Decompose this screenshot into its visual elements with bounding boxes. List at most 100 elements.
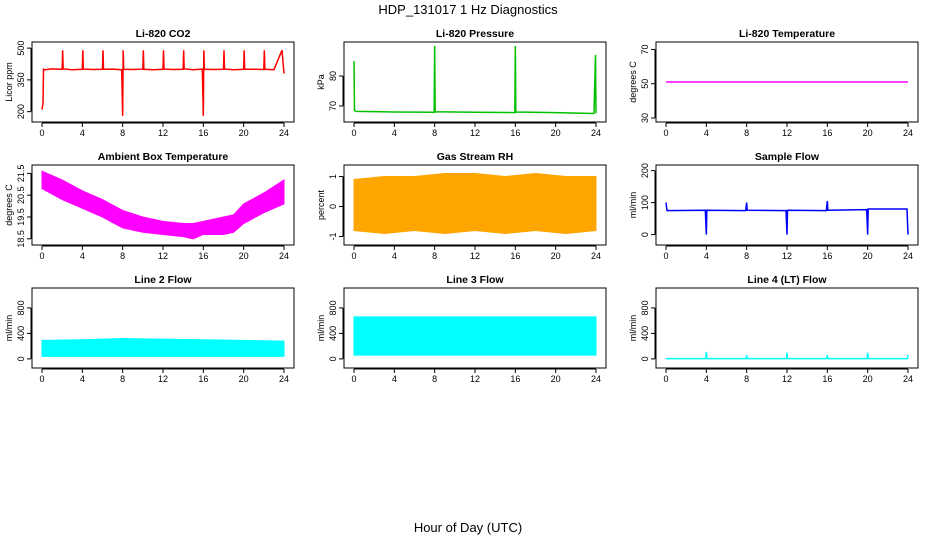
- x-tick-label: 20: [239, 128, 249, 138]
- x-tick-label: 12: [782, 251, 792, 261]
- y-tick-label: 100: [640, 195, 650, 210]
- panel-li-820-co2-y-axis: 200 350 500: [16, 41, 32, 119]
- x-tick-label: 8: [432, 374, 437, 384]
- y-tick-label: 400: [328, 326, 338, 341]
- panel-line-3-flow-frame: [343, 287, 607, 369]
- y-tick-label: 0: [328, 204, 338, 209]
- x-tick-label: 20: [239, 251, 249, 261]
- panel-ambient-box-temperature-title: Ambient Box Temperature: [98, 151, 229, 163]
- panel-line-4-lt-flow-ylabel: ml/min: [628, 315, 638, 342]
- panel-line-2-flow-frame: [31, 287, 295, 369]
- y-tick-label: 0: [640, 232, 650, 237]
- panel-sample-flow-frame: [655, 164, 919, 246]
- x-tick-label: 8: [432, 251, 437, 261]
- panel-ambient-box-temperature-y-axis: 18.5 19.5 20.5 21.5: [16, 165, 32, 248]
- x-tick-label: 0: [663, 251, 668, 261]
- y-tick-label: 21.5: [16, 165, 26, 183]
- panel-li-820-temperature-y-axis: 30 50 70: [640, 44, 656, 123]
- panel-li-820-pressure-title: Li-820 Pressure: [436, 28, 514, 40]
- panel-line-2-flow-series-0-band: [41, 338, 285, 357]
- x-tick-label: 16: [822, 128, 832, 138]
- x-tick-label: 4: [704, 128, 709, 138]
- y-tick-label: 500: [16, 41, 26, 56]
- x-tick-label: 8: [120, 128, 125, 138]
- x-tick-label: 16: [510, 128, 520, 138]
- panel-ambient-box-temperature-series-0-band: [41, 170, 285, 240]
- x-tick-label: 4: [392, 128, 397, 138]
- figure-xlabel: Hour of Day (UTC): [414, 520, 522, 535]
- panel-gas-stream-rh-ylabel: percent: [316, 189, 326, 220]
- x-tick-label: 0: [663, 374, 668, 384]
- y-tick-label: 70: [328, 101, 338, 111]
- x-tick-label: 0: [39, 128, 44, 138]
- x-tick-label: 16: [198, 251, 208, 261]
- figure-title: HDP_131017 1 Hz Diagnostics: [378, 2, 558, 17]
- panel-line-3-flow-series-0-band: [353, 316, 597, 356]
- x-tick-label: 4: [704, 251, 709, 261]
- x-tick-label: 20: [551, 128, 561, 138]
- panel-li-820-co2-ylabel: Licor ppm: [4, 62, 14, 102]
- panel-li-820-co2-x-axis: 0 4 8 12 16 20 24: [39, 122, 289, 138]
- x-tick-label: 24: [279, 251, 289, 261]
- x-tick-label: 12: [470, 374, 480, 384]
- panel-li-820-temperature-frame: [655, 41, 919, 123]
- panel-line-2-flow-y-axis: 0 400 800: [16, 300, 32, 361]
- x-tick-label: 12: [782, 374, 792, 384]
- x-tick-label: 4: [392, 374, 397, 384]
- panel-line-3-flow-title: Line 3 Flow: [446, 274, 504, 286]
- x-tick-label: 4: [392, 251, 397, 261]
- x-tick-label: 16: [510, 251, 520, 261]
- panel-li-820-pressure-series-0-line: [353, 45, 597, 115]
- x-tick-label: 8: [744, 251, 749, 261]
- x-tick-label: 0: [351, 251, 356, 261]
- x-tick-label: 16: [822, 251, 832, 261]
- panel-li-820-temperature-title: Li-820 Temperature: [739, 28, 835, 40]
- y-tick-label: 80: [328, 71, 338, 81]
- y-tick-label: 18.5: [16, 230, 26, 248]
- y-tick-label: 350: [16, 72, 26, 87]
- x-tick-label: 8: [120, 251, 125, 261]
- panel-line-2-flow-ylabel: ml/min: [4, 315, 14, 342]
- y-tick-label: 1: [328, 174, 338, 179]
- x-tick-label: 12: [158, 374, 168, 384]
- panel-ambient-box-temperature: Ambient Box Temperature 0 4 8 12 16 20 24 18.5 19…: [4, 151, 295, 261]
- x-tick-label: 24: [279, 374, 289, 384]
- panel-sample-flow-x-axis: 0 4 8 12 16 20 24: [663, 245, 913, 261]
- panel-gas-stream-rh: Gas Stream RH 0 4 8 12 16 20 24 -1 0 1 percent: [316, 151, 607, 261]
- panel-sample-flow: Sample Flow 0 4 8 12 16 20 24 0 100 200 ml/min: [628, 151, 919, 261]
- x-tick-label: 20: [551, 374, 561, 384]
- x-tick-label: 24: [903, 251, 913, 261]
- panel-line-3-flow-y-axis: 0 400 800: [328, 300, 344, 361]
- x-tick-label: 16: [198, 128, 208, 138]
- y-tick-label: -1: [328, 232, 338, 240]
- y-tick-label: 0: [640, 356, 650, 361]
- panel-line-4-lt-flow-series-0-line: [666, 351, 909, 360]
- x-tick-label: 20: [863, 374, 873, 384]
- panel-gas-stream-rh-title: Gas Stream RH: [437, 151, 513, 163]
- panel-ambient-box-temperature-x-axis: 0 4 8 12 16 20 24: [39, 245, 289, 261]
- panel-sample-flow-title: Sample Flow: [755, 151, 820, 163]
- y-tick-label: 0: [328, 356, 338, 361]
- x-tick-label: 16: [510, 374, 520, 384]
- panel-li-820-pressure-ylabel: kPa: [316, 74, 326, 90]
- x-tick-label: 20: [863, 128, 873, 138]
- x-tick-label: 20: [863, 251, 873, 261]
- panel-line-2-flow-title: Line 2 Flow: [134, 274, 192, 286]
- panel-sample-flow-series-0-line: [665, 200, 909, 235]
- x-tick-label: 24: [591, 128, 601, 138]
- panel-line-3-flow-ylabel: ml/min: [316, 315, 326, 342]
- x-tick-label: 0: [351, 128, 356, 138]
- x-tick-label: 4: [704, 374, 709, 384]
- y-tick-label: 70: [640, 44, 650, 54]
- x-tick-label: 24: [903, 374, 913, 384]
- y-tick-label: 50: [640, 79, 650, 89]
- x-tick-label: 16: [822, 374, 832, 384]
- panel-gas-stream-rh-series-0-band: [353, 172, 597, 235]
- panel-ambient-box-temperature-frame: [31, 164, 295, 246]
- panel-sample-flow-ylabel: ml/min: [628, 192, 638, 219]
- x-tick-label: 24: [279, 128, 289, 138]
- panel-gas-stream-rh-frame: [343, 164, 607, 246]
